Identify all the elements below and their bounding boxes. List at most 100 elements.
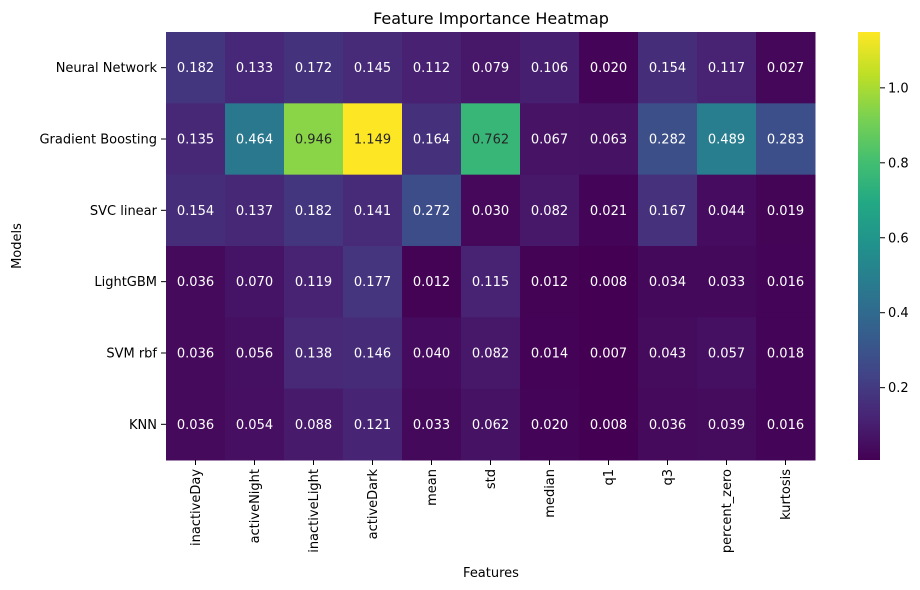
heatmap-cell <box>166 245 226 318</box>
heatmap-cell <box>225 103 285 176</box>
cell-value-label: 0.154 <box>177 204 214 219</box>
heatmap-cell <box>520 388 580 461</box>
x-axis-ticks: inactiveDay activeNight inactiveLight activ… <box>189 459 794 553</box>
heatmap-cell <box>343 388 403 461</box>
heatmap-cell <box>225 32 285 104</box>
cell-value-label: 0.154 <box>649 61 686 76</box>
heatmap-cell <box>520 174 580 247</box>
colorbar-tick-label: 0.6 <box>888 231 909 246</box>
heatmap-cell <box>284 103 344 176</box>
cell-value-label: 0.036 <box>649 418 686 433</box>
x-tick-label: q1 <box>602 469 617 486</box>
cell-value-label: 0.034 <box>649 275 686 290</box>
cell-value-label: 0.021 <box>590 204 627 219</box>
cell-value-label: 0.018 <box>767 346 804 361</box>
y-tick-label: KNN <box>129 418 157 433</box>
heatmap-cell <box>225 317 285 390</box>
heatmap-cell <box>343 317 403 390</box>
cell-value-label: 0.121 <box>354 418 391 433</box>
heatmap-cell <box>166 317 226 390</box>
heatmap-cell <box>225 245 285 318</box>
heatmap-cell <box>756 103 816 176</box>
heatmap-value-labels: 0.182 0.133 0.172 0.145 0.112 0.079 0.106 0.020… <box>177 61 804 433</box>
cell-value-label: 0.164 <box>413 132 450 147</box>
cell-value-label: 0.283 <box>767 132 804 147</box>
colorbar <box>858 32 880 460</box>
heatmap-cell <box>284 174 344 247</box>
heatmap-cell <box>461 388 521 461</box>
cell-value-label: 0.014 <box>531 346 568 361</box>
heatmap-cell <box>697 174 757 247</box>
cell-value-label: 0.067 <box>531 132 568 147</box>
heatmap-cell <box>225 388 285 461</box>
heatmap-cell <box>638 245 698 318</box>
heatmap-cell <box>638 174 698 247</box>
heatmap-cell <box>579 317 639 390</box>
cell-value-label: 0.182 <box>177 61 214 76</box>
heatmap-cell <box>520 317 580 390</box>
heatmap-cell <box>579 388 639 461</box>
colorbar-tick-label: 0.4 <box>888 306 909 321</box>
y-tick-label: SVM rbf <box>106 346 157 361</box>
x-tick-label: inactiveLight <box>307 469 322 553</box>
cell-value-label: 0.044 <box>708 204 745 219</box>
cell-value-label: 0.079 <box>472 61 509 76</box>
heatmap-cell <box>343 32 403 104</box>
heatmap-cell <box>343 103 403 176</box>
cell-value-label: 0.036 <box>177 418 214 433</box>
cell-value-label: 0.016 <box>767 418 804 433</box>
y-tick-label: LightGBM <box>94 275 157 290</box>
cell-value-label: 0.019 <box>767 204 804 219</box>
cell-value-label: 0.117 <box>708 61 745 76</box>
cell-value-label: 0.039 <box>708 418 745 433</box>
heatmap-cell <box>343 245 403 318</box>
cell-value-label: 0.033 <box>413 418 450 433</box>
x-tick-label: median <box>543 469 558 518</box>
heatmap-cell <box>579 174 639 247</box>
cell-value-label: 0.054 <box>236 418 273 433</box>
y-tick-label: Gradient Boosting <box>39 132 157 147</box>
cell-value-label: 0.057 <box>708 346 745 361</box>
heatmap-cell <box>461 317 521 390</box>
cell-value-label: 0.282 <box>649 132 686 147</box>
cell-value-label: 0.138 <box>295 346 332 361</box>
heatmap-cell <box>756 317 816 390</box>
cell-value-label: 0.062 <box>472 418 509 433</box>
heatmap-cell <box>166 32 226 104</box>
cell-value-label: 0.762 <box>472 132 509 147</box>
colorbar-tick-label: 1.0 <box>888 81 909 96</box>
heatmap-cell <box>461 245 521 318</box>
heatmap-cell <box>520 245 580 318</box>
cell-value-label: 0.020 <box>590 61 627 76</box>
heatmap-cell <box>284 317 344 390</box>
cell-value-label: 0.030 <box>472 204 509 219</box>
cell-value-label: 0.272 <box>413 204 450 219</box>
cell-value-label: 0.008 <box>590 275 627 290</box>
cell-value-label: 0.036 <box>177 346 214 361</box>
heatmap-cell <box>343 174 403 247</box>
cell-value-label: 0.177 <box>354 275 391 290</box>
heatmap-cell <box>402 245 462 318</box>
cell-value-label: 0.172 <box>295 61 332 76</box>
heatmap-cell <box>756 245 816 318</box>
cell-value-label: 0.016 <box>767 275 804 290</box>
cell-value-label: 0.043 <box>649 346 686 361</box>
heatmap-cell <box>638 32 698 104</box>
cell-value-label: 1.149 <box>354 132 391 147</box>
cell-value-label: 0.135 <box>177 132 214 147</box>
heatmap-cell <box>284 32 344 104</box>
heatmap-cell <box>461 103 521 176</box>
heatmap-cell <box>166 174 226 247</box>
cell-value-label: 0.145 <box>354 61 391 76</box>
heatmap-cell <box>697 388 757 461</box>
y-tick-label: Neural Network <box>56 61 158 76</box>
x-tick-label: mean <box>425 469 440 506</box>
heatmap-cell <box>756 174 816 247</box>
cell-value-label: 0.167 <box>649 204 686 219</box>
cell-value-label: 0.106 <box>531 61 568 76</box>
y-axis-title: Models <box>10 223 25 269</box>
heatmap-cell <box>579 32 639 104</box>
heatmap-cell <box>638 388 698 461</box>
heatmap-cell <box>402 32 462 104</box>
